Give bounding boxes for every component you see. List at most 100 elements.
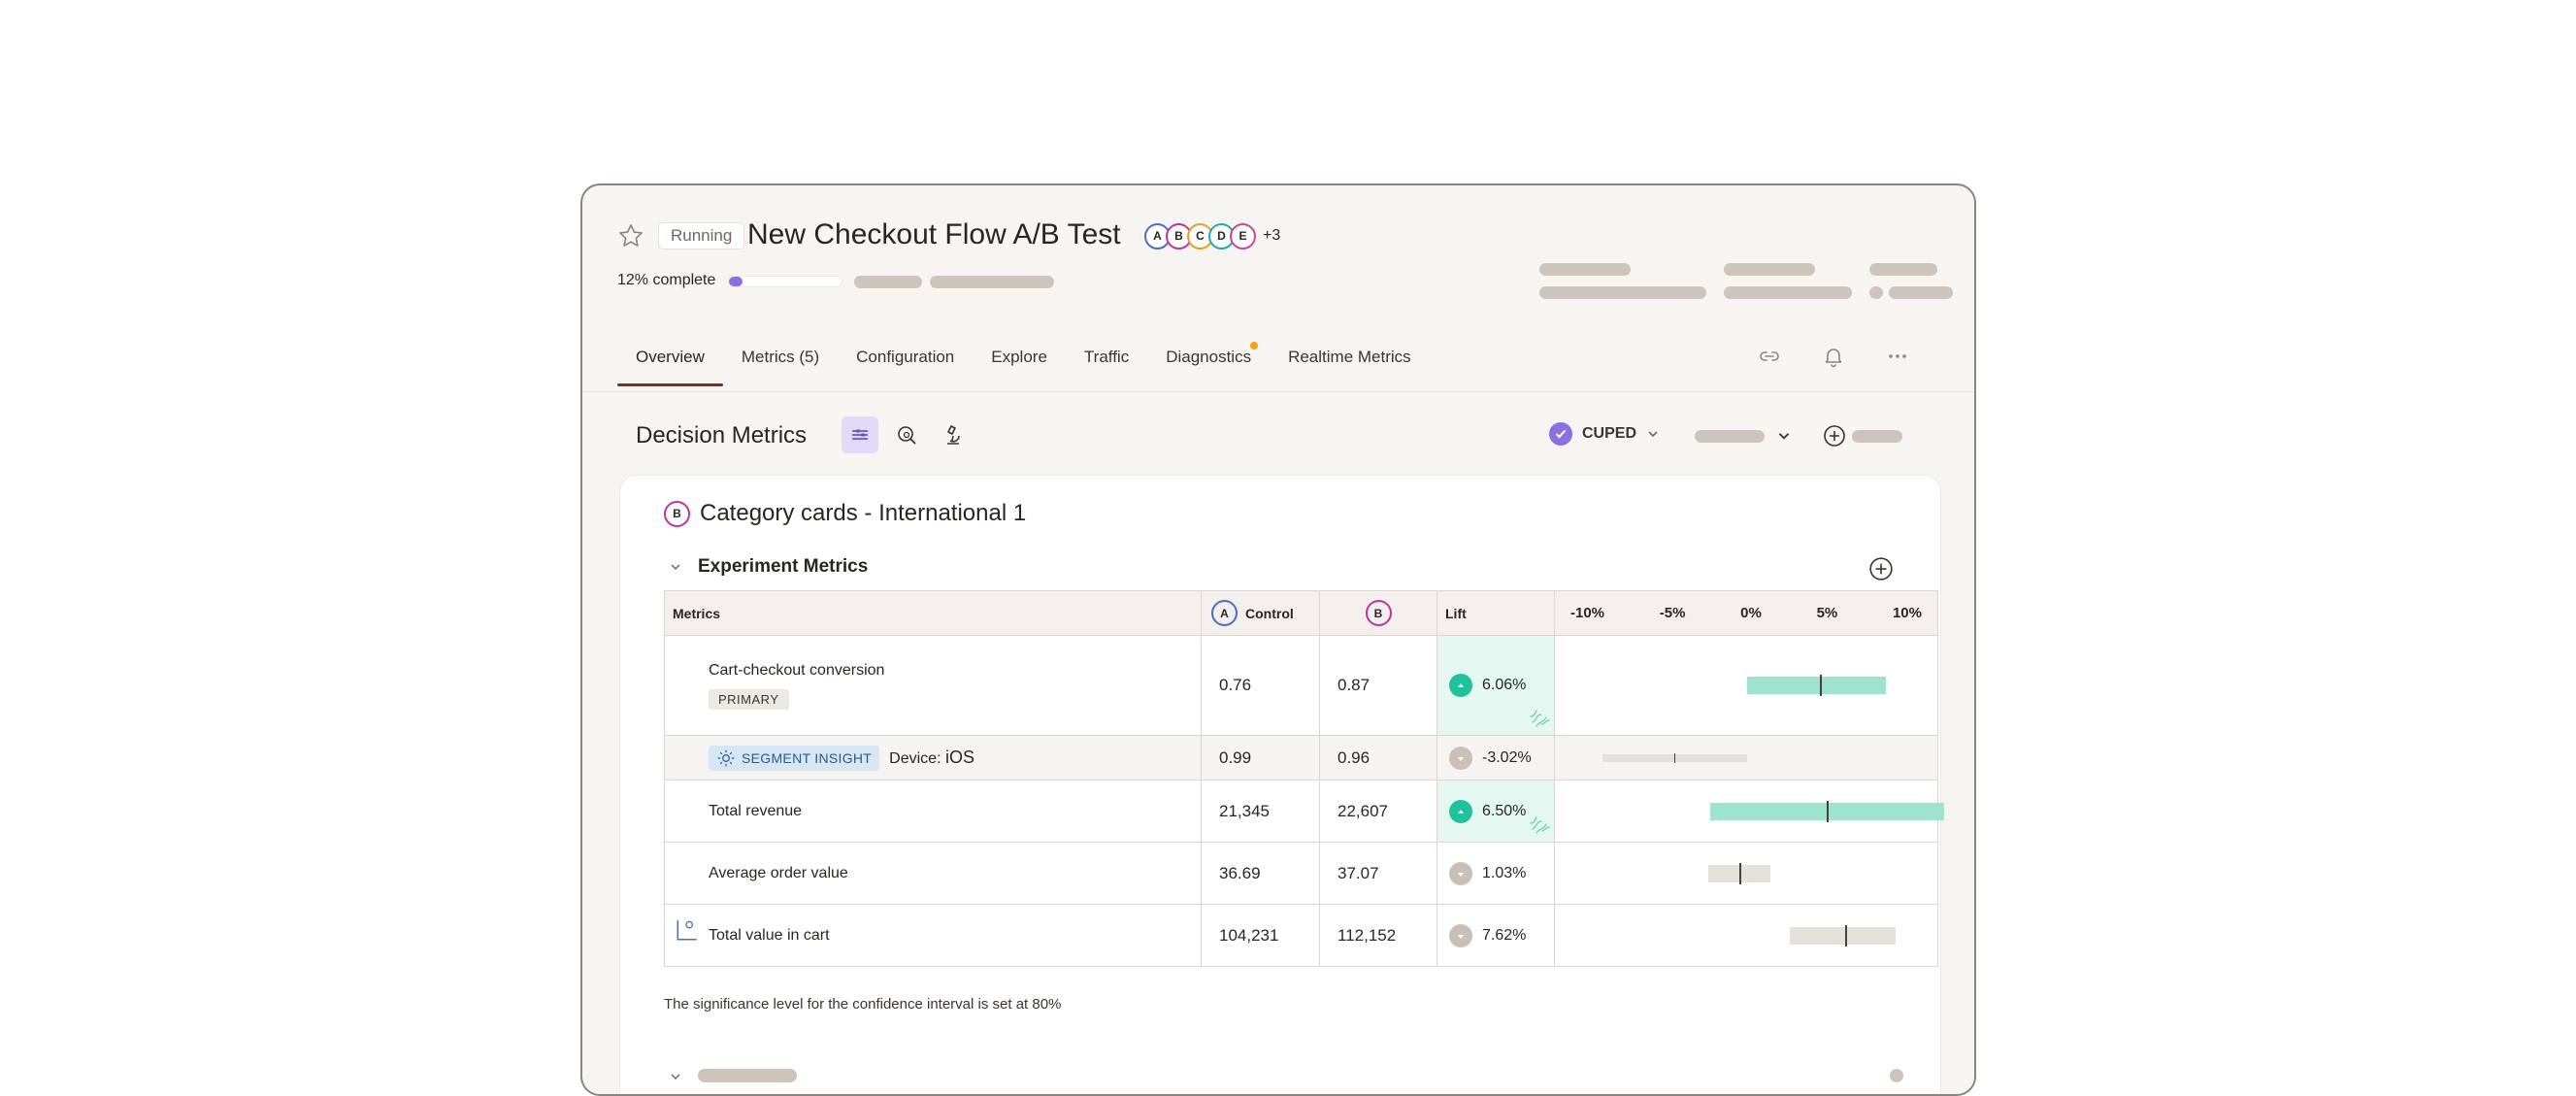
placeholder-bar xyxy=(698,1069,797,1082)
tab-label: Configuration xyxy=(856,348,955,366)
progress-bar xyxy=(728,276,842,287)
tab-metrics-5[interactable]: Metrics (5) xyxy=(723,346,838,384)
variant-value: 37.07 xyxy=(1319,842,1437,905)
placeholder-bar xyxy=(1539,286,1706,299)
segment-device: Device: iOS xyxy=(889,747,974,768)
card-header: B Category cards - International 1 xyxy=(664,500,1026,527)
tab-diagnostics[interactable]: Diagnostics xyxy=(1147,342,1270,384)
metric-name-cell: Cart-checkout conversion PRIMARY xyxy=(664,635,1202,736)
lift-cell: 7.62% xyxy=(1437,904,1555,967)
ci-chart-cell[interactable] xyxy=(1554,904,1938,967)
axis-tick-label: -5% xyxy=(1659,605,1686,621)
control-badge: A xyxy=(1211,600,1238,626)
progress-fill xyxy=(729,277,743,286)
primary-tag: PRIMARY xyxy=(709,688,789,710)
variant-header-badge: B xyxy=(1365,600,1392,626)
variant-value: 0.96 xyxy=(1319,735,1437,780)
lift-value: 6.06% xyxy=(1482,677,1527,693)
sliders-view-icon[interactable] xyxy=(842,416,878,453)
chevron-down-icon[interactable] xyxy=(669,1070,682,1083)
segment-insight-chip[interactable]: SEGMENT INSIGHT xyxy=(709,745,880,771)
metric-name[interactable]: Total revenue xyxy=(709,802,803,819)
tab-divider xyxy=(582,391,1974,392)
cuped-toggle[interactable]: CUPED xyxy=(1549,422,1660,446)
significant-up-icon xyxy=(1449,799,1472,823)
metric-name[interactable]: Total value in cart xyxy=(709,926,830,944)
explore-search-icon[interactable] xyxy=(888,416,925,453)
segment-chip-label: SEGMENT INSIGHT xyxy=(742,749,873,766)
microscope-icon[interactable] xyxy=(935,416,972,453)
tab-configuration[interactable]: Configuration xyxy=(838,346,973,384)
lift-cell: -3.02% xyxy=(1437,735,1555,780)
segment-row[interactable]: SEGMENT INSIGHT Device: iOS 0.99 0.96 -3.02% xyxy=(664,735,1938,780)
metric-name[interactable]: Cart-checkout conversion xyxy=(709,661,885,679)
control-value: 0.99 xyxy=(1201,735,1320,780)
ci-chart-cell[interactable] xyxy=(1554,842,1938,905)
add-circle-icon[interactable] xyxy=(1823,424,1846,448)
sparkle-icon xyxy=(1527,703,1552,733)
group-header[interactable]: Experiment Metrics xyxy=(669,556,868,578)
ci-bar xyxy=(1709,802,1944,820)
tab-realtime-metrics[interactable]: Realtime Metrics xyxy=(1270,346,1430,384)
ci-chart-cell[interactable] xyxy=(1554,780,1944,843)
control-value: 36.69 xyxy=(1201,842,1320,905)
placeholder-bar xyxy=(1852,430,1902,443)
chevron-down-icon[interactable] xyxy=(669,560,682,574)
ci-chart-cell[interactable] xyxy=(1554,635,1938,736)
control-value: 0.76 xyxy=(1201,635,1320,736)
tab-traffic[interactable]: Traffic xyxy=(1066,346,1147,384)
placeholder-bar xyxy=(1695,430,1765,443)
avatar[interactable]: E xyxy=(1230,222,1256,249)
star-icon[interactable] xyxy=(617,222,644,249)
ci-point xyxy=(1819,675,1822,696)
tab-label: Overview xyxy=(636,348,705,366)
ci-point xyxy=(1738,862,1741,884)
metrics-card: B Category cards - International 1 Exper… xyxy=(619,475,1944,1094)
tab-explore[interactable]: Explore xyxy=(973,346,1066,384)
ci-point xyxy=(1827,800,1830,822)
control-value: 21,345 xyxy=(1201,780,1320,843)
segment-label: Device: xyxy=(889,750,941,767)
ci-axis-header: -10% -5% 0% 5% 10% xyxy=(1554,590,1938,636)
link-icon[interactable] xyxy=(1757,344,1782,369)
variant-value: 22,607 xyxy=(1319,780,1437,843)
metrics-header: Metrics xyxy=(664,590,1202,636)
metric-name-cell: SEGMENT INSIGHT Device: iOS xyxy=(664,735,1202,780)
chevron-down-icon[interactable] xyxy=(1776,428,1792,444)
table-row[interactable]: Total value in cart 104,231 112,152 7.62% xyxy=(664,904,1938,967)
lift-value: -3.02% xyxy=(1482,748,1532,766)
avatar[interactable]: B xyxy=(1166,222,1192,249)
metric-name-cell: Total revenue xyxy=(664,780,1202,843)
table-row[interactable]: Cart-checkout conversion PRIMARY 0.76 0.87 6… xyxy=(664,635,1938,736)
more-icon[interactable] xyxy=(1885,344,1910,369)
neutral-icon xyxy=(1449,923,1472,947)
ci-chart-cell[interactable] xyxy=(1554,735,1938,780)
tab-label: Traffic xyxy=(1083,348,1130,366)
variant-header: B xyxy=(1319,590,1437,636)
variant-badge: B xyxy=(664,500,690,527)
table-row[interactable]: Total revenue 21,345 22,607 6.50% xyxy=(664,780,1944,843)
tab-overview[interactable]: Overview xyxy=(617,346,723,386)
axis-tick-label: -10% xyxy=(1570,605,1605,621)
lift-cell: 1.03% xyxy=(1437,842,1555,905)
tab-label: Diagnostics xyxy=(1166,348,1252,366)
add-metric-icon[interactable] xyxy=(1868,556,1894,581)
placeholder-bar xyxy=(1889,286,1953,299)
metric-name[interactable]: Average order value xyxy=(709,864,848,881)
lift-value: 7.62% xyxy=(1482,926,1527,944)
section-title: Decision Metrics xyxy=(636,422,808,448)
bell-icon[interactable] xyxy=(1821,344,1846,369)
placeholder-bar xyxy=(1539,263,1631,276)
control-value: 104,231 xyxy=(1201,904,1320,967)
axis-tick-label: 10% xyxy=(1892,605,1922,621)
gear-icon xyxy=(717,749,735,766)
neutral-icon xyxy=(1449,861,1472,885)
placeholder-bar xyxy=(1869,263,1937,276)
check-icon xyxy=(1549,422,1572,446)
tab-bar: Overview Metrics (5) Configuration Explore T… xyxy=(617,342,1430,386)
avatar-group[interactable]: A B C D E +3 xyxy=(1144,222,1280,249)
significant-up-icon xyxy=(1449,674,1472,697)
avatar-more-count[interactable]: +3 xyxy=(1263,227,1281,244)
table-row[interactable]: Average order value 36.69 37.07 1.03% xyxy=(664,842,1938,905)
